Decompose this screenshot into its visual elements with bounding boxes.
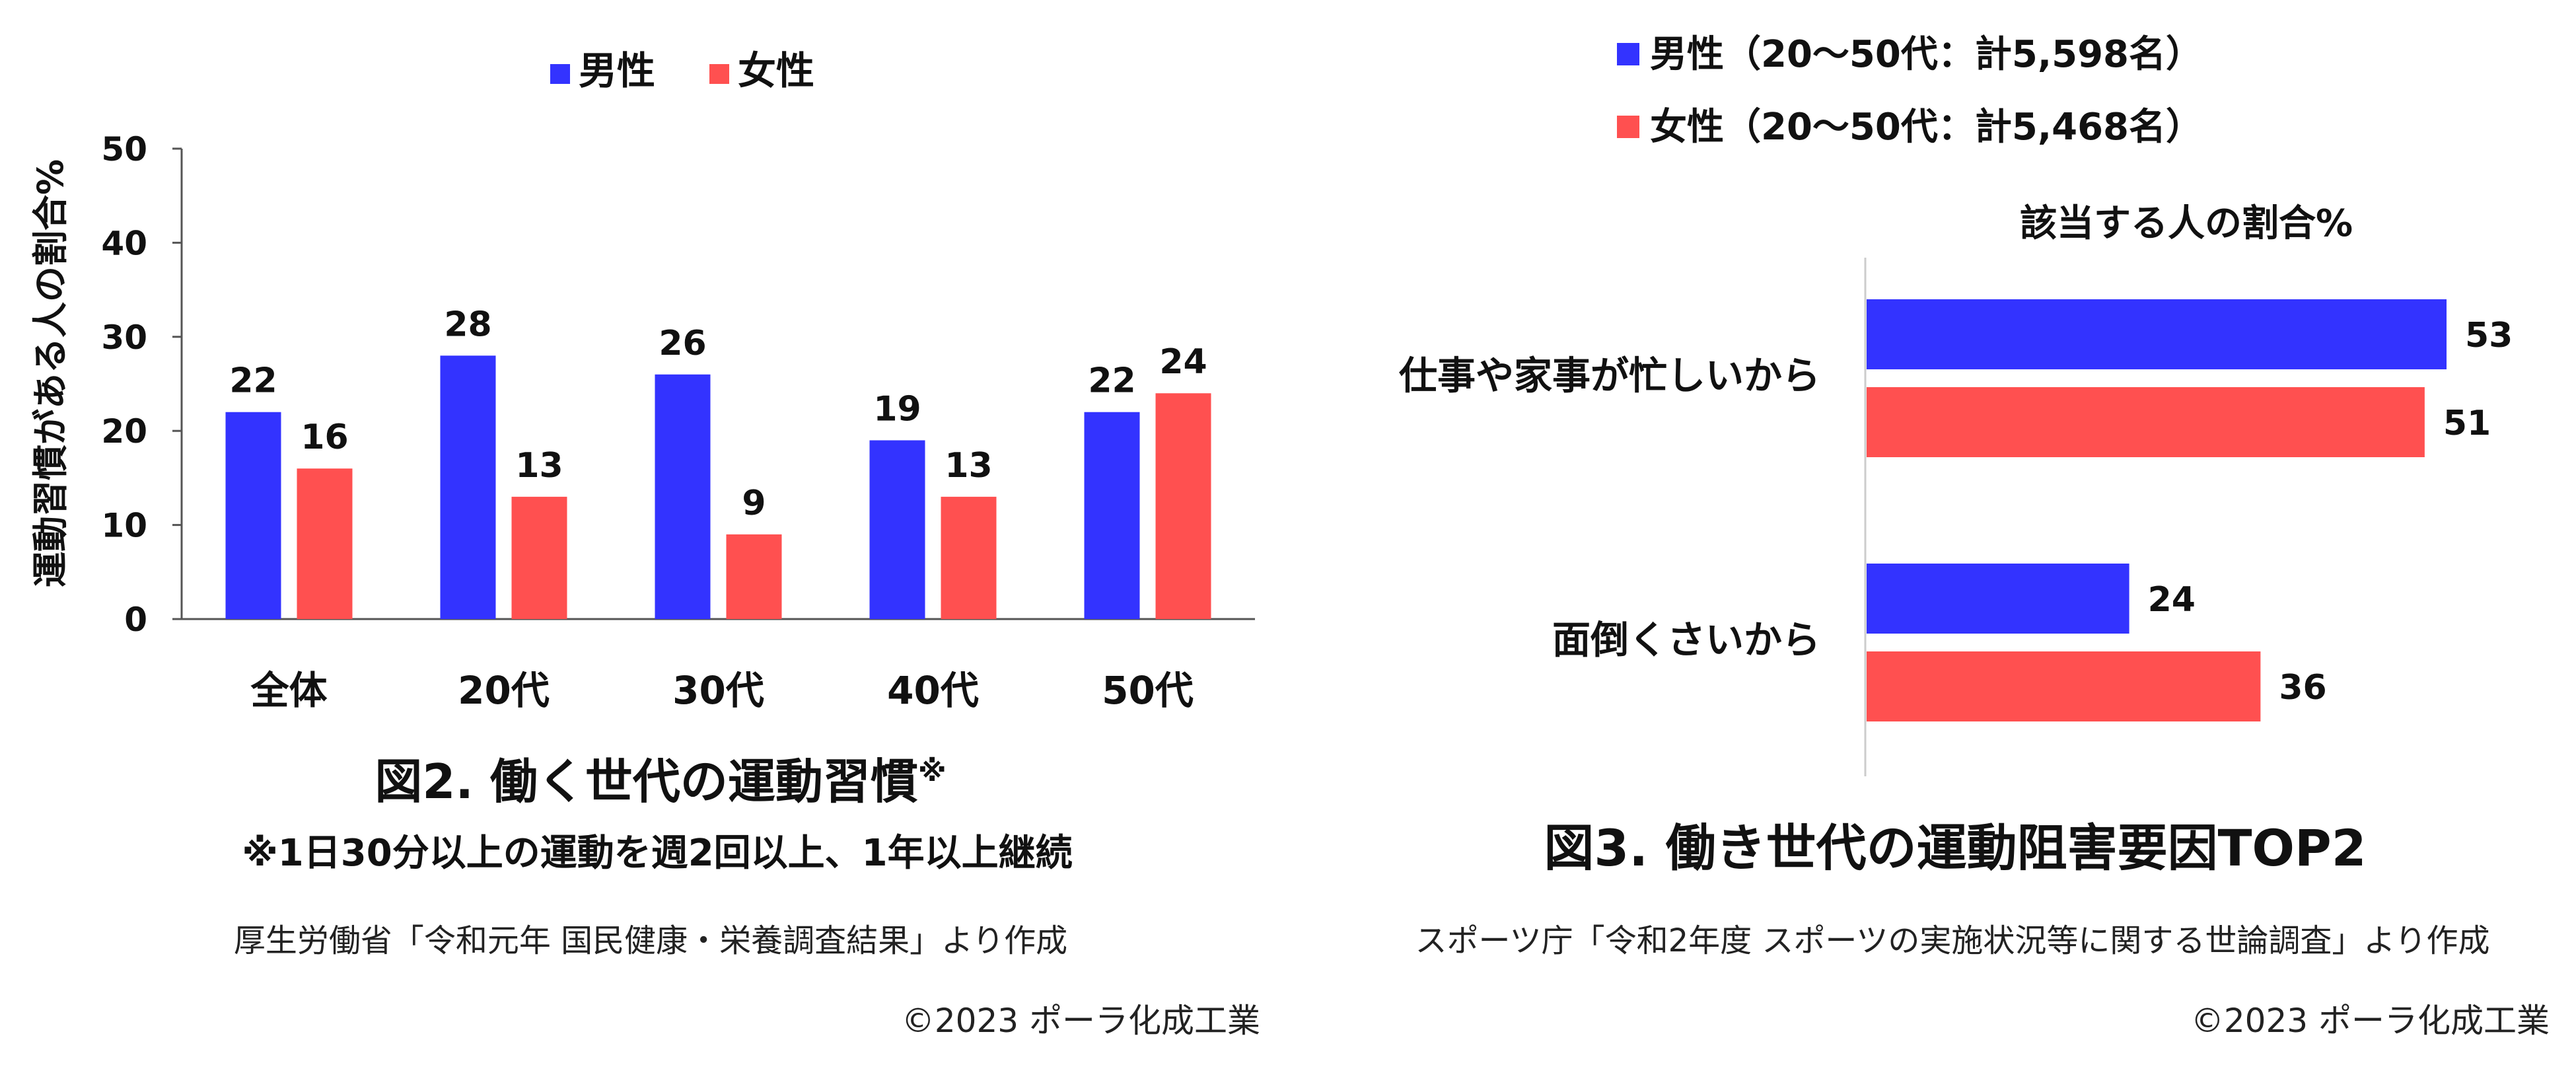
- bar-female: [941, 496, 997, 619]
- bar-male: [1867, 299, 2447, 369]
- chart1-legend: 男性 女性: [550, 48, 814, 93]
- y-tick-label: 10: [101, 507, 147, 545]
- bar-female: [511, 496, 567, 619]
- bar-female: [726, 534, 782, 619]
- legend-swatch-male: [1617, 43, 1639, 65]
- bar-value-label: 51: [2443, 404, 2491, 443]
- chart1-x-tick-labels: 全体 20代 30代 40代 50代: [250, 668, 1193, 713]
- bar-value-label: 16: [301, 418, 348, 457]
- chart1-source: 厚生労働省「令和元年 国民健康・栄養調査結果」より作成: [234, 922, 1067, 959]
- legend-label-female: 女性（20～50代：計5,468名）: [1650, 106, 2203, 149]
- bar-male: [1084, 412, 1140, 619]
- bar-value-label: 36: [2279, 668, 2326, 708]
- bar-value-label: 9: [742, 484, 766, 523]
- bar-female: [1867, 387, 2425, 457]
- chart1-copyright: ©2023 ポーラ化成工業: [902, 1002, 1260, 1040]
- legend-swatch-female: [1617, 116, 1639, 138]
- bar-value-label: 13: [515, 446, 563, 486]
- bar-value-label: 13: [945, 446, 992, 486]
- x-tick-label: 全体: [250, 668, 327, 713]
- x-tick-label: 50代: [1102, 668, 1194, 713]
- bar-value-label: 26: [659, 324, 706, 363]
- chart1-title-text: 図2. 働く世代の運動習慣: [375, 754, 918, 809]
- bar-male: [869, 440, 925, 619]
- legend-swatch-male: [550, 64, 570, 84]
- bar-value-label: 24: [1159, 342, 1207, 382]
- bar-female: [297, 468, 353, 619]
- legend-swatch-female: [709, 64, 729, 84]
- bar-value-label: 22: [1088, 361, 1135, 401]
- bar-value-label: 19: [873, 389, 921, 429]
- y-tick-label: 40: [101, 224, 147, 262]
- bar-male: [225, 412, 281, 619]
- chart2-source: スポーツ庁「令和2年度 スポーツの実施状況等に関する世論調査」より作成: [1415, 922, 2490, 959]
- y-tick-label: 0: [124, 601, 147, 639]
- bar-male: [440, 355, 496, 619]
- x-tick-label: 40代: [887, 668, 979, 713]
- category-label: 面倒くさいから: [1552, 618, 1820, 663]
- bar-male: [655, 374, 711, 619]
- bar-value-label: 28: [444, 305, 491, 344]
- legend-label-male: 男性（20～50代：計5,598名）: [1650, 33, 2203, 76]
- bar-female: [1867, 651, 2261, 721]
- legend-label-male: 男性: [579, 48, 655, 93]
- legend-label-female: 女性: [738, 48, 814, 93]
- chart2-bars: 53 51 24 36: [1867, 299, 2513, 721]
- bar-female: [1155, 393, 1211, 619]
- chart1-title-mark: ※: [918, 754, 947, 788]
- bar-value-label: 22: [229, 361, 277, 401]
- y-tick-label: 50: [101, 130, 147, 168]
- y-tick-label: 20: [101, 412, 147, 451]
- chart2-legend: 男性（20～50代：計5,598名） 女性（20～50代：計5,468名）: [1617, 33, 2203, 149]
- chart2-copyright: ©2023 ポーラ化成工業: [2191, 1002, 2550, 1040]
- chart1-note: ※1日30分以上の運動を週2回以上、1年以上継続: [242, 832, 1072, 875]
- bar-male: [1867, 564, 2129, 634]
- chart1-bars: 22 16 28 13 26 9 19 13 22 24: [225, 305, 1211, 619]
- y-tick-label: 30: [101, 318, 147, 357]
- figure-3: 男性（20～50代：計5,598名） 女性（20～50代：計5,468名） 該当…: [1399, 33, 2550, 1040]
- x-tick-label: 30代: [672, 668, 764, 713]
- chart1-title: 図2. 働く世代の運動習慣※: [375, 754, 946, 809]
- chart2-subtitle: 該当する人の割合%: [2020, 202, 2353, 245]
- category-label: 仕事や家事が忙しいから: [1399, 353, 1820, 398]
- bar-value-label: 53: [2465, 316, 2513, 355]
- chart1-y-axis-label: 運動習慣がある人の割合%: [30, 159, 71, 587]
- bar-value-label: 24: [2148, 580, 2196, 620]
- x-tick-label: 20代: [458, 668, 550, 713]
- chart1-y-ticks: 0 10 20 30 40 50: [101, 130, 182, 639]
- chart2-title: 図3. 働き世代の運動阻害要因TOP2: [1544, 819, 2366, 877]
